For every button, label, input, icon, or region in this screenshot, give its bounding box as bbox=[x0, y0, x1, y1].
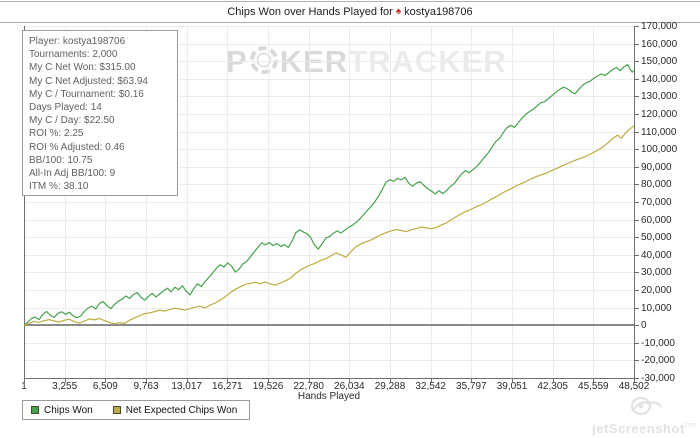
y-tick-label: 30,000 bbox=[641, 267, 672, 279]
jetscreenshot-text: jetScreenshot bbox=[592, 421, 685, 436]
y-tick-label: 130,000 bbox=[641, 91, 678, 103]
legend: Chips Won Net Expected Chips Won bbox=[22, 400, 251, 420]
y-tick-label: 80,000 bbox=[641, 179, 672, 191]
poker-chip-icon bbox=[249, 45, 279, 80]
y-tick-label: 50,000 bbox=[641, 232, 672, 244]
y-tick-label: 110,000 bbox=[641, 126, 677, 138]
x-tick-label: 13,017 bbox=[171, 381, 202, 392]
y-tick-label: -30,000 bbox=[641, 373, 675, 384]
stat-line: My C / Day: $22.50 bbox=[29, 115, 115, 127]
x-tick-label: 32,542 bbox=[415, 381, 446, 392]
x-tick-label: 35,797 bbox=[456, 381, 487, 392]
legend-item-net-expected-chips-won[interactable]: Net Expected Chips Won bbox=[112, 404, 238, 416]
y-tick-label: -10,000 bbox=[641, 337, 675, 349]
y-tick-label: 90,000 bbox=[641, 161, 672, 173]
y-tick-label: 60,000 bbox=[641, 214, 672, 226]
x-tick-label: 29,288 bbox=[374, 381, 406, 392]
x-tick-label: 42,305 bbox=[537, 381, 568, 392]
stat-line: ROI % Adjusted: 0.46 bbox=[29, 141, 125, 153]
legend-swatch-icon bbox=[112, 406, 121, 414]
stat-line: All-In Adj BB/100: 9 bbox=[29, 168, 116, 180]
y-tick-label: 170,000 bbox=[641, 21, 678, 32]
stat-line: BB/100: 10.75 bbox=[29, 154, 93, 166]
legend-label: Chips Won bbox=[44, 404, 93, 416]
y-tick-label: 100,000 bbox=[641, 144, 678, 156]
y-tick-label: -20,000 bbox=[641, 355, 675, 367]
y-tick-label: 70,000 bbox=[641, 197, 672, 208]
x-tick-label: 9,763 bbox=[133, 381, 159, 392]
y-tick-label: 20,000 bbox=[641, 285, 672, 296]
window-top-border bbox=[0, 1, 700, 2]
legend-item-chips-won[interactable]: Chips Won bbox=[31, 405, 93, 416]
chart-title-bar: Chips Won over Hands Played for ♠ kostya… bbox=[0, 2, 700, 23]
jetscreenshot-com-text: com bbox=[684, 422, 696, 429]
y-tick-label: 160,000 bbox=[641, 38, 678, 50]
chart-title-prefix: Chips Won over Hands Played for bbox=[227, 6, 393, 18]
x-tick-label: 22,780 bbox=[293, 381, 324, 392]
stat-line: ITM %: 38.10 bbox=[29, 181, 89, 193]
pokerstars-spade-icon: ♠ bbox=[395, 6, 402, 17]
y-tick-label: 40,000 bbox=[641, 249, 672, 261]
net-expected-chips-won-line bbox=[23, 125, 635, 326]
legend-label: Net Expected Chips Won bbox=[125, 404, 238, 416]
y-tick-label: 120,000 bbox=[641, 109, 678, 120]
x-tick-label: 45,559 bbox=[578, 381, 609, 392]
stat-line: Player: kostya198706 bbox=[29, 36, 126, 47]
y-tick-label: 10,000 bbox=[641, 302, 672, 314]
legend-swatch-icon bbox=[31, 406, 39, 414]
jetscreenshot-swirl-icon bbox=[630, 396, 662, 416]
stat-line: ROI %: 2.25 bbox=[29, 128, 84, 140]
x-tick-label: 6,509 bbox=[92, 381, 118, 392]
x-axis-title: Hands Played bbox=[297, 391, 361, 402]
y-tick-label: 0 bbox=[641, 320, 647, 332]
stat-line: Tournaments: 2,000 bbox=[29, 49, 118, 61]
y-tick-label: 140,000 bbox=[641, 73, 678, 85]
y-tick-label: 150,000 bbox=[641, 56, 678, 68]
chips-won-line bbox=[23, 64, 635, 326]
x-tick-label: 26,034 bbox=[334, 381, 365, 392]
x-tick-label: 1 bbox=[21, 381, 27, 392]
x-tick-label: 19,526 bbox=[252, 381, 284, 392]
x-tick-label: 39,051 bbox=[496, 381, 528, 392]
x-tick-label: 3,255 bbox=[52, 381, 78, 392]
stat-line: Days Played: 14 bbox=[29, 102, 102, 114]
x-tick-label: 48,502 bbox=[618, 381, 650, 392]
x-tick-label: 16,271 bbox=[212, 381, 243, 392]
stat-line: My C Net Won: $315.00 bbox=[29, 62, 136, 74]
stats-panel: Player: kostya198706 Tournaments: 2,000 My… bbox=[22, 30, 178, 196]
stat-line: My C / Tournament: $0.16 bbox=[29, 88, 144, 100]
chart-title-player: kostya198706 bbox=[404, 6, 473, 18]
jetscreenshot-watermark: jetScreenshotcom bbox=[592, 395, 696, 437]
stat-line: My C Net Adjusted: $63.94 bbox=[29, 75, 148, 87]
